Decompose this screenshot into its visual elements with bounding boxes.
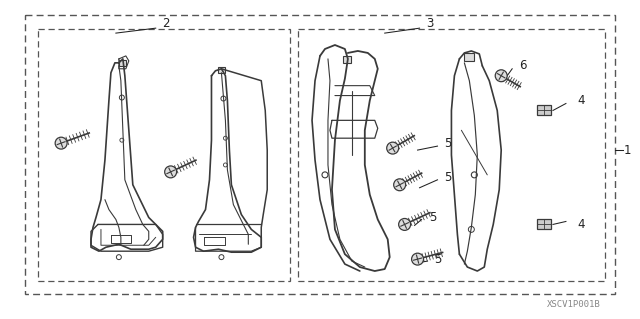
Text: 4: 4 — [577, 94, 584, 107]
Circle shape — [387, 142, 399, 154]
Bar — [298, 29, 605, 281]
Circle shape — [412, 253, 424, 265]
Bar — [218, 67, 225, 73]
Circle shape — [394, 179, 406, 191]
Circle shape — [164, 166, 177, 178]
Circle shape — [55, 137, 67, 149]
Text: 5: 5 — [429, 211, 437, 224]
Bar — [537, 219, 551, 229]
Text: 5: 5 — [444, 137, 452, 150]
Bar — [537, 106, 551, 115]
Circle shape — [399, 219, 411, 230]
Text: 4: 4 — [577, 218, 584, 231]
Circle shape — [495, 70, 507, 82]
Text: 3: 3 — [426, 17, 433, 30]
Text: 2: 2 — [162, 17, 170, 30]
Text: 5: 5 — [444, 171, 452, 184]
Bar — [343, 56, 351, 63]
Text: 5: 5 — [435, 253, 442, 266]
Text: XSCV1P001B: XSCV1P001B — [547, 300, 601, 309]
Text: 1: 1 — [623, 144, 631, 157]
Bar — [38, 29, 290, 281]
Text: 6: 6 — [519, 59, 527, 72]
Bar — [119, 60, 126, 66]
Bar — [26, 15, 614, 294]
Bar — [465, 53, 474, 61]
